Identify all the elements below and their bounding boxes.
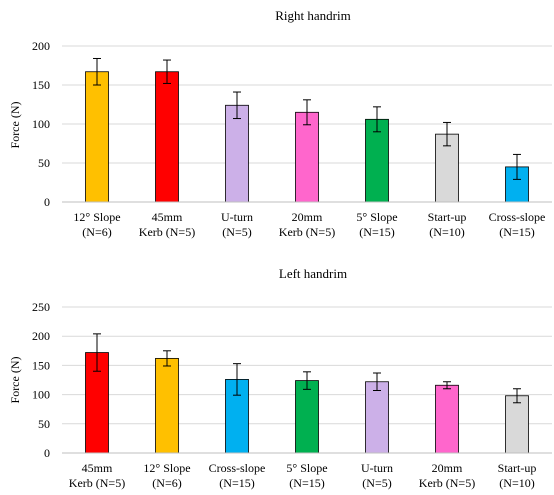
x-tick-label: 20mm	[432, 461, 463, 475]
chart-title: Right handrim	[275, 8, 350, 23]
x-tick-label: 45mm	[82, 461, 113, 475]
x-tick-label: (N=5)	[362, 476, 391, 490]
x-tick-label: (N=15)	[289, 476, 324, 490]
y-tick-label: 150	[32, 78, 50, 92]
x-tick-label: Kerb (N=5)	[419, 476, 475, 490]
x-tick-label: Kerb (N=5)	[139, 225, 195, 239]
x-tick-label: (N=10)	[429, 225, 464, 239]
chart-title: Left handrim	[279, 266, 347, 281]
x-tick-label: Start-up	[498, 461, 537, 475]
x-tick-label: 5° Slope	[286, 461, 327, 475]
x-tick-label: 12° Slope	[73, 210, 120, 224]
y-tick-label: 250	[32, 300, 50, 314]
bar	[295, 111, 319, 203]
bar	[155, 357, 179, 454]
bar	[435, 384, 459, 454]
x-tick-label: Kerb (N=5)	[279, 225, 335, 239]
chart-left-handrim: Left handrim 0 50 100 150 200 250 Force (N) 45mm…	[8, 266, 552, 490]
x-tick-label: 45mm	[152, 210, 183, 224]
x-tick-label: (N=10)	[499, 476, 534, 490]
y-tick-label: 100	[32, 388, 50, 402]
bar	[295, 380, 319, 454]
bar	[225, 104, 249, 203]
bar	[155, 71, 179, 203]
x-tick-label: (N=6)	[152, 476, 181, 490]
y-tick-label: 50	[38, 156, 50, 170]
y-axis-label: Force (N)	[8, 102, 22, 149]
x-tick-label: U-turn	[221, 210, 253, 224]
x-tick-label: Kerb (N=5)	[69, 476, 125, 490]
x-tick-label: 12° Slope	[143, 461, 190, 475]
y-axis-label: Force (N)	[8, 357, 22, 404]
y-tick-label: 100	[32, 117, 50, 131]
y-tick-label: 200	[32, 39, 50, 53]
x-tick-label: U-turn	[361, 461, 393, 475]
y-tick-label: 0	[44, 446, 50, 460]
y-tick-label: 200	[32, 329, 50, 343]
x-tick-label: (N=15)	[499, 225, 534, 239]
x-tick-label: 20mm	[292, 210, 323, 224]
chart-right-handrim: Right handrim 0 50 100 150 200 Force (N) 12° Sl…	[8, 8, 552, 239]
x-tick-label: 5° Slope	[356, 210, 397, 224]
y-tick-label: 50	[38, 417, 50, 431]
x-tick-label: (N=5)	[222, 225, 251, 239]
y-tick-label: 150	[32, 358, 50, 372]
x-tick-label: Cross-slope	[489, 210, 546, 224]
bar	[365, 381, 389, 454]
x-tick-label: (N=15)	[219, 476, 254, 490]
bar	[505, 395, 529, 454]
bar	[85, 71, 109, 203]
x-tick-label: Start-up	[428, 210, 467, 224]
x-tick-label: Cross-slope	[209, 461, 266, 475]
x-tick-label: (N=15)	[359, 225, 394, 239]
x-tick-label: (N=6)	[82, 225, 111, 239]
y-tick-label: 0	[44, 195, 50, 209]
